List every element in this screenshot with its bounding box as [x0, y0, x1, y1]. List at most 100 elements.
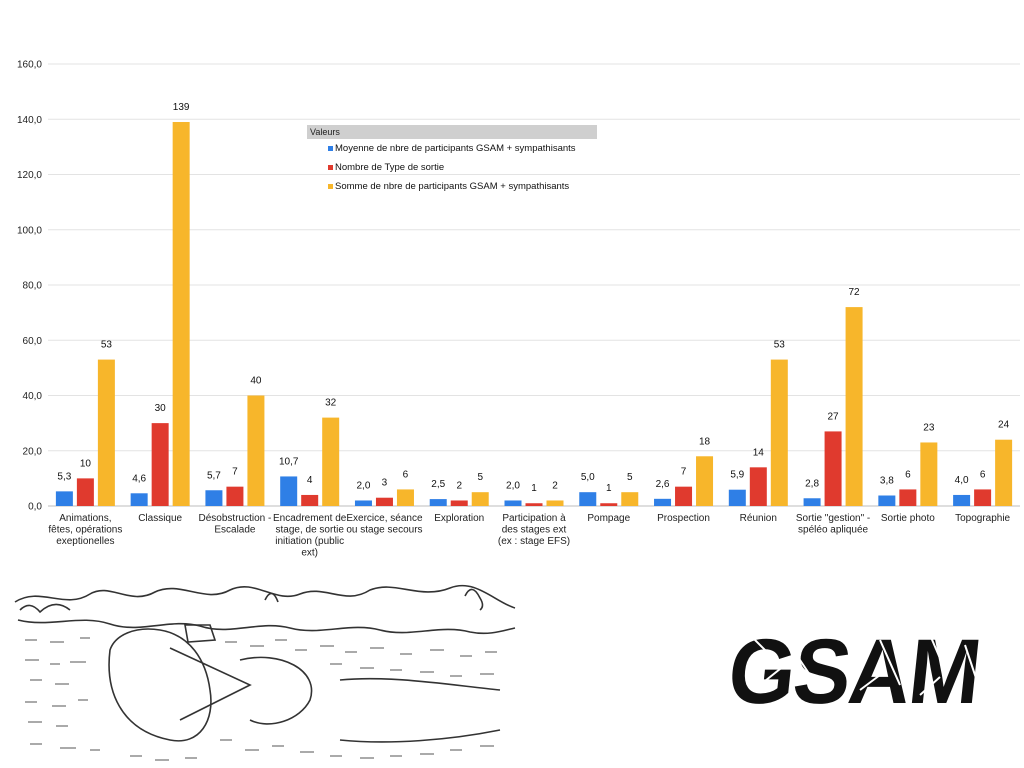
bar: [525, 503, 543, 506]
data-label: 53: [101, 340, 113, 351]
bar: [654, 498, 672, 506]
bar: [55, 491, 73, 506]
data-label: 3: [382, 478, 388, 489]
category-label: Prospection: [657, 513, 710, 524]
data-label: 2,0: [357, 480, 371, 491]
bar: [920, 442, 938, 506]
legend-swatch: [328, 165, 333, 170]
legend-swatch: [328, 146, 333, 151]
data-label: 5,7: [207, 470, 221, 481]
bar: [226, 486, 244, 506]
bar: [770, 359, 788, 506]
bar: [301, 494, 319, 506]
data-label: 10,7: [279, 456, 299, 467]
data-label: 5,9: [730, 470, 744, 481]
bar: [600, 503, 618, 506]
bar: [546, 500, 564, 506]
data-label: 3,8: [880, 476, 894, 487]
data-label: 5,3: [57, 471, 71, 482]
legend-title: Valeurs: [310, 127, 340, 137]
data-label: 30: [155, 403, 167, 414]
data-label: 53: [774, 340, 786, 351]
data-label: 5,0: [581, 472, 595, 483]
data-label: 7: [681, 467, 687, 478]
bar: [845, 307, 863, 506]
y-tick-label: 20,0: [23, 446, 43, 457]
bar: [579, 492, 597, 506]
bar: [675, 486, 693, 506]
data-label: 2,5: [431, 479, 445, 490]
category-label: Désobstruction -Escalade: [199, 513, 272, 536]
bar: [749, 467, 767, 506]
data-label: 5: [477, 472, 483, 483]
data-label: 23: [923, 422, 935, 433]
bar: [97, 359, 115, 506]
legend-entry: Somme de nbre de participants GSAM + sym…: [335, 181, 569, 192]
bar: [76, 478, 94, 506]
data-label: 14: [753, 447, 765, 458]
data-label: 2: [456, 480, 462, 491]
bar: [728, 489, 746, 506]
bar: [450, 500, 468, 506]
bar: [322, 417, 340, 506]
bar: [878, 495, 896, 506]
category-label: Sortie "gestion" -spéléo apliquée: [796, 513, 870, 536]
category-label: Animations, fêtes, opérations exeptionelle…: [48, 513, 122, 547]
bar: [130, 493, 148, 506]
data-label: 1: [606, 483, 612, 494]
logo-text: GSAM: [730, 619, 985, 723]
bar: [803, 498, 821, 506]
bar: [396, 489, 414, 506]
data-label: 72: [849, 287, 861, 298]
bar: [696, 456, 714, 506]
bar: [504, 500, 522, 506]
bar-chart: 0,0 20,0 40,0 60,0 80,0 100,0 120,0 140,0 160,0 5…: [17, 60, 1020, 559]
bar: [151, 423, 169, 506]
bar: [247, 395, 265, 506]
category-label: Sortie photo: [881, 513, 935, 524]
category-label: Pompage: [587, 513, 630, 524]
data-label: 4,6: [132, 473, 146, 484]
category-label: Topographie: [955, 513, 1010, 524]
cave-diver-drawing: [14, 584, 516, 761]
legend-entry: Nombre de Type de sortie: [335, 162, 444, 173]
data-label: 40: [250, 376, 262, 387]
y-tick-label: 140,0: [17, 115, 42, 126]
y-tick-label: 40,0: [23, 391, 43, 402]
bar: [899, 489, 917, 506]
data-label: 24: [998, 420, 1010, 431]
y-tick-label: 120,0: [17, 170, 42, 181]
data-label: 10: [80, 458, 92, 469]
data-label: 4,0: [955, 475, 969, 486]
data-label: 139: [173, 102, 190, 113]
bar: [172, 122, 190, 506]
bar: [205, 490, 223, 506]
category-label: Participation à des stages ext (ex : stage…: [498, 513, 570, 547]
y-tick-label: 80,0: [23, 281, 43, 292]
bar: [429, 499, 447, 506]
y-tick-label: 60,0: [23, 336, 43, 347]
category-label: Exercice, séance ou stage secours: [346, 513, 423, 536]
data-label: 2,8: [805, 478, 819, 489]
category-label: Réunion: [740, 513, 777, 524]
data-label: 6: [905, 469, 911, 480]
legend-swatch: [328, 184, 333, 189]
bar: [621, 492, 639, 506]
data-label: 2,0: [506, 480, 520, 491]
data-label: 32: [325, 398, 337, 409]
bar: [471, 492, 489, 506]
data-label: 5: [627, 472, 633, 483]
y-tick-label: 160,0: [17, 60, 42, 71]
data-label: 2,6: [656, 479, 670, 490]
bar: [974, 489, 992, 506]
bar: [354, 500, 372, 506]
data-label: 7: [232, 467, 238, 478]
y-tick-label: 0,0: [28, 502, 42, 513]
bar: [280, 476, 298, 506]
bar: [995, 439, 1013, 506]
bar: [824, 431, 842, 506]
gsam-logo: GSAM: [730, 619, 985, 723]
data-label: 6: [403, 469, 409, 480]
data-label: 4: [307, 475, 313, 486]
legend-entry: Moyenne de nbre de participants GSAM + s…: [335, 143, 576, 154]
